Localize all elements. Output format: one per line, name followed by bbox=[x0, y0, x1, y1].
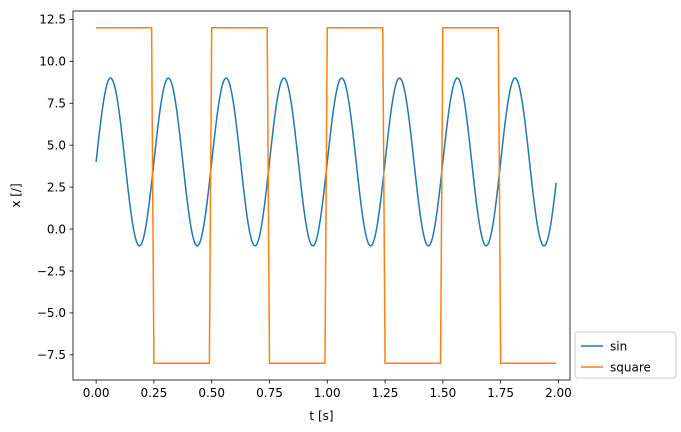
y-tick-label: 5.0 bbox=[47, 138, 66, 152]
x-tick-label: 0.75 bbox=[256, 386, 283, 400]
y-tick-label: 2.5 bbox=[47, 180, 66, 194]
plot-area bbox=[95, 27, 557, 364]
x-tick-label: 1.25 bbox=[372, 386, 399, 400]
y-axis-ticks: −7.5 −5.0 −2.5 0.0 2.5 5.0 7.5 10.0 12.5 bbox=[37, 13, 73, 362]
legend: sin square bbox=[574, 331, 677, 379]
series-line-square bbox=[96, 27, 557, 364]
x-tick-label: 1.75 bbox=[487, 386, 514, 400]
x-tick-label: 1.50 bbox=[430, 386, 457, 400]
y-tick-label: −2.5 bbox=[37, 264, 66, 278]
y-tick-label: 10.0 bbox=[39, 55, 66, 69]
y-tick-label: 0.0 bbox=[47, 222, 66, 236]
x-tick-label: 0.25 bbox=[141, 386, 168, 400]
x-tick-label: 2.00 bbox=[545, 386, 572, 400]
y-tick-label: 12.5 bbox=[39, 13, 66, 27]
legend-label-square: square bbox=[610, 360, 651, 374]
axes-frame bbox=[72, 10, 571, 381]
x-tick-label: 0.00 bbox=[83, 386, 110, 400]
y-tick-label: 7.5 bbox=[47, 97, 66, 111]
x-tick-label: 0.50 bbox=[198, 386, 225, 400]
x-tick-label: 1.00 bbox=[314, 386, 341, 400]
x-axis-label: t [s] bbox=[309, 409, 333, 423]
y-tick-label: −5.0 bbox=[37, 306, 66, 320]
y-tick-label: −7.5 bbox=[37, 348, 66, 362]
series-layer bbox=[95, 27, 557, 364]
x-axis-ticks: 0.00 0.25 0.50 0.75 1.00 1.25 1.50 1.75 2.00 bbox=[83, 380, 572, 400]
y-axis-label: x [/] bbox=[9, 183, 23, 207]
legend-label-sin: sin bbox=[610, 339, 627, 353]
